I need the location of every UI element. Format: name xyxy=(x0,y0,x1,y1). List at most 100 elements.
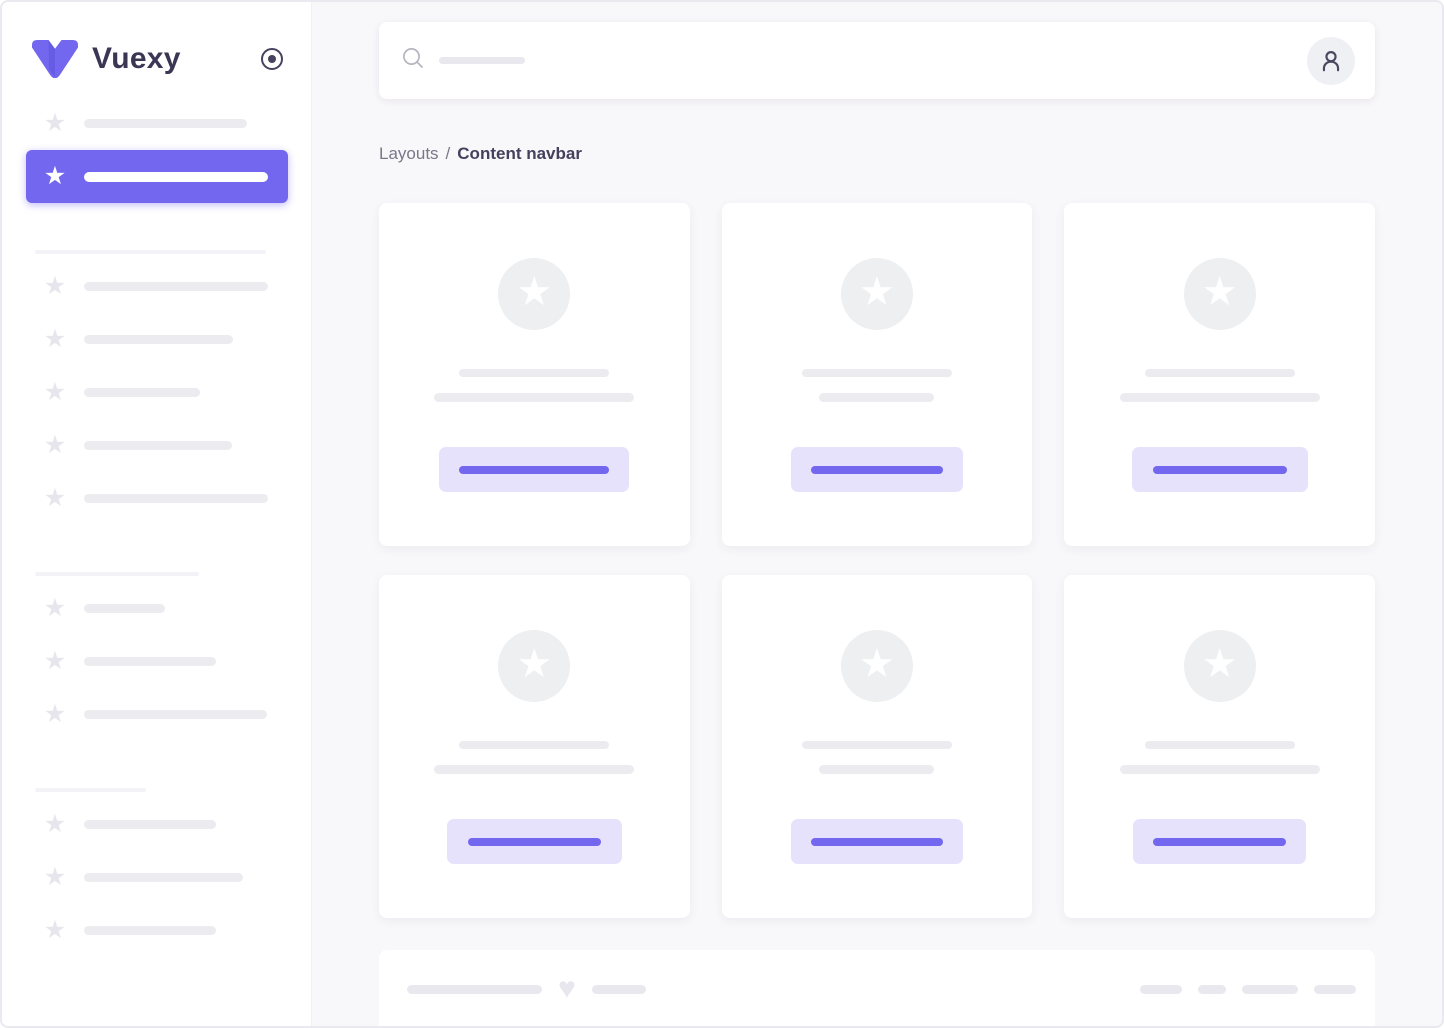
star-icon: ★ xyxy=(43,325,67,353)
sidebar-item[interactable]: ★ xyxy=(26,798,288,851)
menu-section-divider xyxy=(35,572,199,576)
card-button[interactable] xyxy=(446,819,622,864)
card-media-circle: ★ xyxy=(1183,258,1256,330)
breadcrumb-separator: / xyxy=(445,144,451,163)
card-media-circle: ★ xyxy=(498,630,571,702)
sidebar-item[interactable]: ★ xyxy=(26,851,288,904)
sidebar-pin-toggle-icon[interactable] xyxy=(261,48,283,70)
user-avatar[interactable] xyxy=(1307,36,1355,85)
star-icon: ★ xyxy=(43,647,67,675)
menu-section-divider xyxy=(35,250,266,254)
breadcrumb-current: Content navbar xyxy=(457,144,582,163)
menu-label-bar xyxy=(84,282,268,291)
button-label-bar xyxy=(1152,465,1287,474)
card-button[interactable] xyxy=(790,819,963,864)
card-title-bar xyxy=(459,741,610,749)
star-icon: ★ xyxy=(859,642,895,686)
sidebar-item[interactable]: ★ xyxy=(26,472,288,525)
sidebar-item[interactable]: ★ xyxy=(26,904,288,957)
star-icon: ★ xyxy=(1201,270,1238,314)
star-icon: ★ xyxy=(43,109,67,137)
menu-label-bar xyxy=(84,171,268,182)
card-title-bar xyxy=(1144,741,1295,749)
sidebar-item[interactable]: ★ xyxy=(26,97,288,150)
card-text-bar xyxy=(1119,393,1320,402)
sidebar-item[interactable]: ★ xyxy=(26,688,288,741)
footer-link-bar xyxy=(1242,984,1298,994)
menu-label-bar xyxy=(84,657,216,666)
sidebar-item[interactable]: ★ xyxy=(26,635,288,688)
placeholder-card: ★ xyxy=(721,575,1033,918)
card-text-bar xyxy=(819,765,935,774)
sidebar: Vuexy ★ ★ ★ ★ ★ xyxy=(2,2,312,1026)
card-text-bar xyxy=(819,393,935,402)
card-button[interactable] xyxy=(790,447,963,492)
card-button[interactable] xyxy=(1131,447,1308,492)
button-label-bar xyxy=(1153,837,1287,846)
brand-name: Vuexy xyxy=(92,42,181,75)
heart-icon: ♥ xyxy=(558,972,576,1005)
card-text-bar xyxy=(434,765,635,774)
search-icon xyxy=(402,47,424,74)
footer-text-bar xyxy=(407,984,542,994)
cards-grid: ★ ★ ★ xyxy=(379,203,1375,918)
sidebar-item[interactable]: ★ xyxy=(26,419,288,472)
star-icon: ★ xyxy=(516,642,553,686)
sidebar-item[interactable]: ★ xyxy=(26,260,288,313)
placeholder-card: ★ xyxy=(1064,575,1375,918)
star-icon: ★ xyxy=(43,272,67,300)
button-label-bar xyxy=(467,837,601,846)
sidebar-menu: ★ ★ ★ ★ ★ ★ xyxy=(2,78,311,957)
vuexy-logo-icon[interactable] xyxy=(32,40,78,78)
placeholder-card: ★ xyxy=(379,575,690,918)
search-input[interactable] xyxy=(402,47,525,74)
placeholder-card: ★ xyxy=(379,203,690,546)
button-label-bar xyxy=(810,837,943,846)
card-media-circle: ★ xyxy=(498,258,571,330)
card-button[interactable] xyxy=(439,447,630,492)
menu-section-divider xyxy=(35,788,146,792)
menu-label-bar xyxy=(84,119,247,128)
footer-link-bar xyxy=(1314,984,1356,994)
star-icon: ★ xyxy=(43,378,67,406)
menu-label-bar xyxy=(84,335,233,344)
footer-copyright: ♥ xyxy=(407,970,646,1008)
sidebar-item[interactable]: ★ xyxy=(26,313,288,366)
sidebar-item[interactable]: ★ xyxy=(26,366,288,419)
menu-label-bar xyxy=(84,820,216,829)
star-icon: ★ xyxy=(859,270,895,314)
star-icon: ★ xyxy=(516,270,553,314)
footer-text-bar xyxy=(591,984,646,994)
content-area: Layouts / Content navbar ★ ★ xyxy=(312,2,1442,1026)
menu-label-bar xyxy=(84,926,216,935)
card-media-circle: ★ xyxy=(840,630,913,702)
placeholder-card: ★ xyxy=(721,203,1033,546)
menu-label-bar xyxy=(84,710,267,719)
menu-label-bar xyxy=(84,441,232,450)
button-label-bar xyxy=(810,465,943,474)
footer-link-bar xyxy=(1140,984,1182,994)
card-text-bar xyxy=(434,393,635,402)
card-text-bar xyxy=(1119,765,1320,774)
menu-label-bar xyxy=(84,494,268,503)
card-title-bar xyxy=(1144,369,1295,377)
card-button[interactable] xyxy=(1133,819,1307,864)
menu-label-bar xyxy=(84,604,165,613)
star-icon: ★ xyxy=(43,810,67,838)
footer-links xyxy=(1140,970,1356,1008)
sidebar-item[interactable]: ★ xyxy=(26,582,288,635)
card-title-bar xyxy=(801,741,952,749)
star-icon: ★ xyxy=(43,863,67,891)
navbar xyxy=(379,22,1375,99)
breadcrumb-parent[interactable]: Layouts xyxy=(379,144,439,163)
card-title-bar xyxy=(801,369,952,377)
search-placeholder-bar xyxy=(439,57,525,64)
toggle-dot xyxy=(268,55,276,63)
card-media-circle: ★ xyxy=(1183,630,1256,702)
star-icon: ★ xyxy=(43,484,67,512)
star-icon: ★ xyxy=(43,162,67,190)
sidebar-brand: Vuexy xyxy=(2,2,311,78)
sidebar-item-active[interactable]: ★ xyxy=(26,150,288,203)
placeholder-card: ★ xyxy=(1064,203,1375,546)
footer: ♥ xyxy=(379,950,1375,1026)
